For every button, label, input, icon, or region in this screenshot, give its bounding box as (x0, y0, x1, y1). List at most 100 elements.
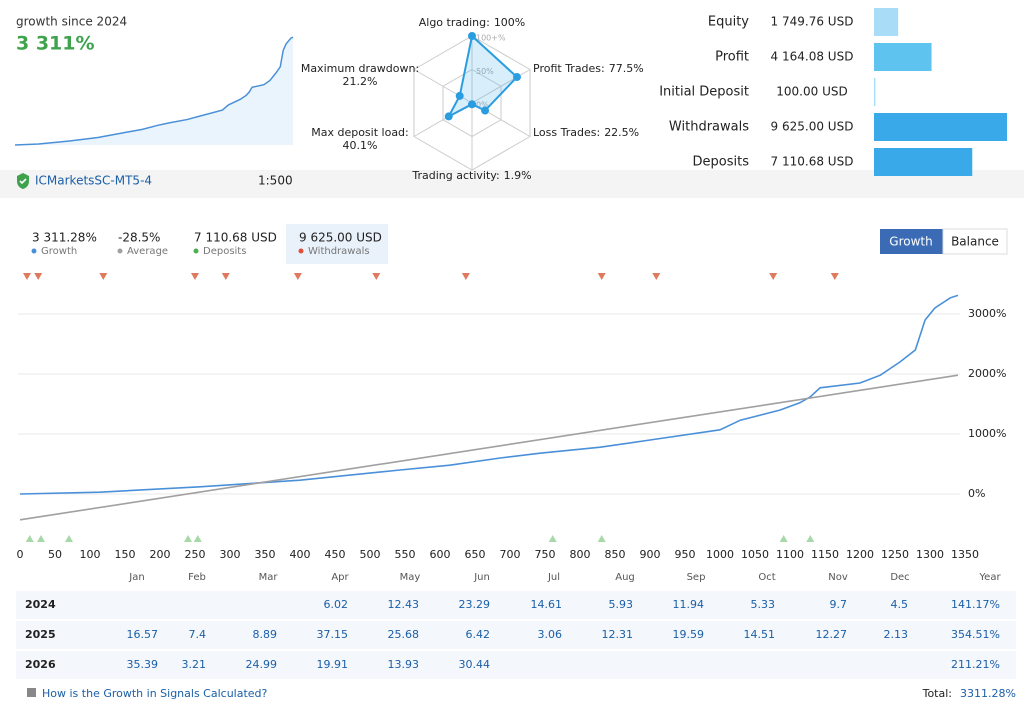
withdrawal-marker (23, 273, 31, 280)
summary-value: 3 311.28% (32, 231, 97, 245)
radar-value: 77.5% (609, 62, 644, 75)
table-cell: 5.33 (751, 598, 776, 611)
table-header: Sep (687, 572, 706, 583)
x-tick-label: 1000 (706, 548, 734, 561)
growth-button-label[interactable]: Growth (889, 235, 932, 249)
radar-point (481, 106, 490, 115)
table-cell: 19.91 (317, 658, 349, 671)
radar-label: Max deposit load: 40.1% (311, 126, 409, 152)
x-tick-label: 1250 (881, 548, 909, 561)
series-line (19, 294, 959, 495)
table-cell: 12.43 (388, 598, 420, 611)
server[interactable]: ICMarketsSC-MT5-4 (35, 174, 152, 188)
deposit-marker (548, 535, 557, 542)
x-tick-label: 650 (465, 548, 486, 561)
help-icon (27, 688, 36, 697)
stat-label: Initial Deposit (659, 85, 749, 100)
stat-label: Profit (715, 50, 749, 65)
table-cell: 141.17% (951, 598, 1000, 611)
withdrawal-marker (830, 273, 839, 280)
radar-name: Maximum drawdown: (301, 62, 419, 75)
radar-value: 22.5% (604, 126, 639, 139)
radar-tick-label: 0% (476, 101, 489, 110)
summary-label: Withdrawals (308, 246, 370, 257)
growth-button[interactable] (880, 229, 943, 254)
withdrawal-marker (372, 273, 381, 280)
x-tick-label: 700 (500, 548, 521, 561)
sparkline-area (15, 37, 293, 145)
x-tick-label: 550 (395, 548, 416, 561)
table-cell: 4.5 (891, 598, 909, 611)
summary-label: Deposits (203, 246, 246, 257)
radar-name: Max deposit load: (311, 126, 409, 139)
radar-label: Trading activity: 1.9% (411, 169, 531, 182)
table-cell: 5.93 (609, 598, 634, 611)
x-tick-label: 400 (290, 548, 311, 561)
summary-label: Growth (41, 246, 77, 257)
table-header: Dec (890, 572, 909, 583)
summary-dot (298, 248, 304, 254)
summary-dot (193, 248, 199, 254)
deposit-marker (37, 535, 45, 542)
stat-label: Withdrawals (669, 120, 749, 135)
x-tick-label: 600 (430, 548, 451, 561)
x-tick-label: 1050 (741, 548, 769, 561)
withdrawal-marker (34, 273, 43, 280)
radar-tick-label: 100+% (476, 34, 506, 43)
total-value: 3311.28% (960, 687, 1016, 700)
x-tick-label: 50 (48, 548, 62, 561)
table-cell: 11.94 (673, 598, 705, 611)
table-row (16, 621, 1016, 649)
stat-bar (874, 148, 973, 176)
check (19, 178, 27, 185)
x-tick-label: 350 (255, 548, 276, 561)
table-cell: 24.99 (246, 658, 278, 671)
x-tick-label: 200 (150, 548, 171, 561)
table-row (16, 651, 1016, 679)
x-tick-label: 100 (80, 548, 101, 561)
withdrawal-marker (293, 273, 302, 280)
radar-label: Profit Trades: 77.5% (533, 62, 644, 75)
deposit-marker (597, 535, 606, 542)
row-year: 2025 (25, 628, 56, 641)
stat-value: 1 749.76 USD (771, 15, 854, 29)
help-link[interactable]: How is the Growth in Signals Calculated? (42, 687, 268, 700)
balance-button[interactable] (942, 228, 1008, 255)
withdrawal-marker (221, 273, 230, 280)
radar-name: Algo trading: (419, 16, 490, 29)
radar-name: Profit Trades: (533, 62, 605, 75)
stat-bar (874, 78, 876, 106)
radar-tick-label: 50% (476, 67, 494, 76)
radar-label: Loss Trades: 22.5% (533, 126, 639, 139)
balance-button-label[interactable]: Balance (951, 235, 999, 249)
stat-value: 4 164.08 USD (771, 50, 854, 64)
table-header: Feb (188, 572, 206, 583)
withdrawal-marker (769, 273, 778, 280)
summary-value: 7 110.68 USD (194, 231, 277, 245)
y-tick-label: 3000% (968, 307, 1006, 320)
radar-point (444, 112, 453, 121)
radar-value: 1.9% (504, 169, 532, 182)
radar-value: 100% (494, 16, 525, 29)
x-tick-label: 850 (605, 548, 626, 561)
table-row (16, 591, 1016, 619)
x-tick-label: 0 (17, 548, 24, 561)
y-tick-label: 1000% (968, 427, 1006, 440)
radar-point (468, 100, 476, 109)
row-year: 2024 (25, 598, 56, 611)
row-year: 2026 (25, 658, 56, 671)
table-cell: 6.42 (466, 628, 491, 641)
withdrawal-marker (191, 273, 199, 280)
radar-area (446, 34, 519, 119)
total-label: Total: (922, 687, 952, 700)
table-header: Oct (758, 572, 775, 583)
radar-point (455, 91, 464, 100)
withdrawal-marker (652, 273, 661, 280)
deposit-marker (193, 535, 202, 542)
x-tick-label: 1200 (846, 548, 874, 561)
stat-value: 9 625.00 USD (771, 120, 854, 134)
x-tick-label: 150 (115, 548, 136, 561)
table-cell: 23.29 (459, 598, 491, 611)
